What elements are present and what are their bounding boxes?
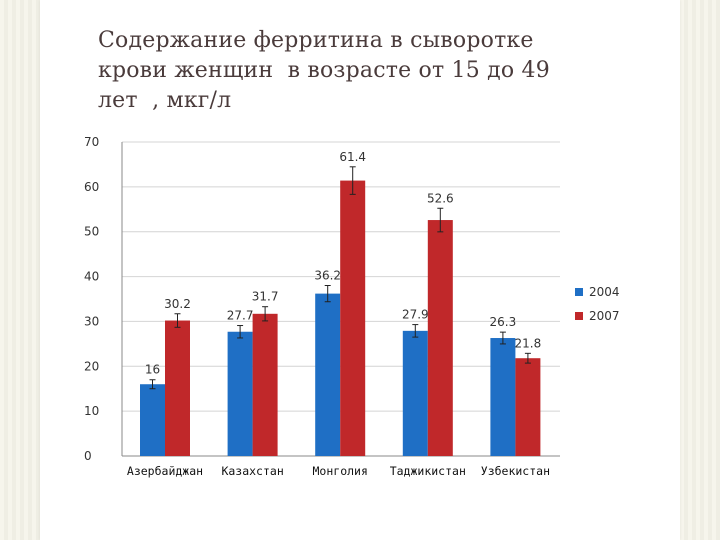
title-line-1: Содержание ферритина в сыворотке: [98, 28, 534, 53]
bar-2007-1: [252, 313, 278, 456]
y-tick-label: 30: [84, 314, 99, 328]
bar-2007-4: [515, 358, 541, 456]
y-tick-label: 70: [84, 135, 99, 149]
data-label: 26.3: [490, 315, 517, 329]
bar-2007-0: [165, 320, 190, 456]
data-label: 21.8: [515, 336, 542, 350]
x-tick-label: Азербайджан: [127, 464, 203, 478]
y-tick-label: 10: [84, 404, 99, 418]
x-tick-label: Узбекистан: [481, 464, 550, 478]
left-margin-texture: [0, 0, 40, 540]
title-line-2: крови женщин в возрасте от 15 до 49: [98, 58, 550, 83]
y-tick-label: 40: [84, 270, 99, 284]
bar-2004-3: [402, 330, 428, 456]
x-tick-label: Казахстан: [221, 464, 283, 478]
y-tick-label: 60: [84, 180, 99, 194]
bar-2007-3: [427, 220, 453, 456]
x-tick-label: Таджикистан: [390, 464, 466, 478]
bar-2004-0: [140, 384, 165, 456]
legend-swatch-2007: [575, 312, 583, 320]
data-label: 36.2: [314, 268, 341, 282]
legend-label-2007: 2007: [589, 309, 620, 323]
y-tick-label: 0: [84, 449, 92, 463]
data-label: 27.7: [227, 309, 254, 323]
data-label: 27.9: [402, 308, 429, 322]
bar-2007-2: [340, 180, 366, 456]
y-tick-label: 20: [84, 359, 99, 373]
x-tick-label: Монголия: [313, 464, 368, 478]
y-tick-label: 50: [84, 225, 99, 239]
data-label: 61.4: [339, 150, 366, 164]
right-margin-texture: [680, 0, 720, 540]
data-label: 31.7: [252, 290, 279, 304]
data-label: 16: [145, 363, 160, 377]
data-label: 30.2: [164, 297, 191, 311]
bar-2004-4: [490, 338, 516, 456]
data-label: 52.6: [427, 191, 454, 205]
legend-swatch-2004: [575, 288, 583, 296]
title-line-3: лет , мкг/л: [98, 88, 232, 113]
slide-title: Содержание ферритина в сыворотке крови ж…: [98, 26, 618, 116]
bar-2004-2: [315, 293, 341, 456]
bar-2004-1: [227, 331, 253, 456]
legend-label-2004: 2004: [589, 285, 620, 299]
